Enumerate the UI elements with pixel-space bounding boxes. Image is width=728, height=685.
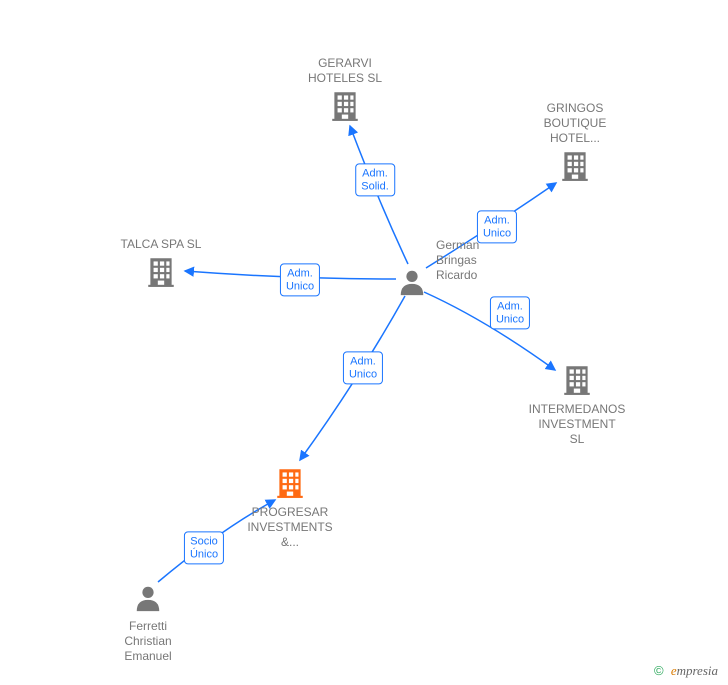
building-icon [558, 148, 592, 182]
person-icon[interactable] [397, 267, 427, 301]
edge-label-e_center_gringos[interactable]: Adm. Unico [477, 210, 517, 243]
edge-label-e_center_progresar[interactable]: Adm. Unico [343, 351, 383, 384]
node-progresar[interactable]: PROGRESAR INVESTMENTS &... [220, 465, 360, 550]
node-label: Ferretti Christian Emanuel [78, 619, 218, 664]
person-icon [397, 267, 427, 297]
building-icon [328, 88, 362, 122]
edge-label-e_center_gerarvi[interactable]: Adm. Solid. [355, 163, 395, 196]
node-center_person[interactable] [397, 267, 427, 301]
node-label: PROGRESAR INVESTMENTS &... [220, 505, 360, 550]
watermark-rest: mpresia [677, 663, 718, 678]
edge-label-e_center_talca[interactable]: Adm. Unico [280, 263, 320, 296]
building-icon [273, 465, 307, 499]
node-gringos[interactable]: GRINGOS BOUTIQUE HOTEL... [505, 99, 645, 186]
building-icon[interactable] [560, 362, 594, 400]
node-label: TALCA SPA SL [91, 237, 231, 252]
watermark: © empresia [654, 663, 718, 679]
node-label: GERARVI HOTELES SL [275, 56, 415, 86]
edge-label-e_ferretti_progresar[interactable]: Socio Único [184, 531, 224, 564]
building-icon[interactable] [273, 465, 307, 503]
person-icon[interactable] [133, 583, 163, 617]
copyright-symbol: © [654, 663, 664, 678]
edge-label-e_center_intermedanos[interactable]: Adm. Unico [490, 296, 530, 329]
building-icon [560, 362, 594, 396]
building-icon [144, 254, 178, 288]
node-ferretti[interactable]: Ferretti Christian Emanuel [78, 583, 218, 664]
node-gerarvi[interactable]: GERARVI HOTELES SL [275, 54, 415, 126]
building-icon[interactable] [144, 254, 178, 292]
node-label: INTERMEDANOS INVESTMENT SL [507, 402, 647, 447]
person-icon [133, 583, 163, 613]
node-label: GRINGOS BOUTIQUE HOTEL... [505, 101, 645, 146]
building-icon[interactable] [328, 88, 362, 126]
building-icon[interactable] [558, 148, 592, 186]
node-intermedanos[interactable]: INTERMEDANOS INVESTMENT SL [507, 362, 647, 447]
network-edges-layer [0, 0, 728, 685]
node-talca[interactable]: TALCA SPA SL [91, 235, 231, 292]
node-label-center_person: German Bringas Ricardo [436, 238, 479, 283]
